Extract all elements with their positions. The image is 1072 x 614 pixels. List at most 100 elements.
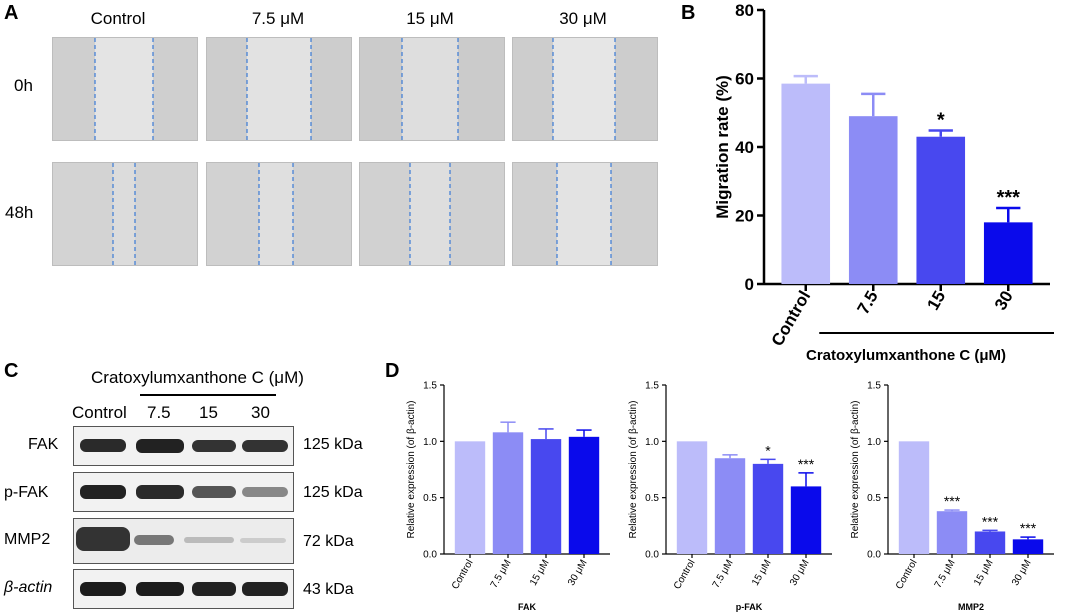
significance-label: *	[765, 442, 771, 458]
bar	[848, 116, 898, 284]
micrograph-15-48h	[359, 162, 505, 266]
y-tick-label: 20	[735, 206, 754, 225]
y-tick-label: 1.5	[867, 381, 881, 392]
significance-label: ***	[798, 456, 815, 472]
blot-beta-actin	[73, 569, 294, 609]
bar	[781, 83, 831, 284]
bar	[752, 463, 784, 554]
x-tick-label: 15 μM	[528, 558, 552, 588]
mmp2-expression-chart: 0.0 0.5 1.0 1.5 Relative expression (of β-ac…	[850, 381, 1054, 612]
blot-size-p-fak: 125 kDa	[303, 484, 363, 501]
panel-d-letter: D	[385, 360, 400, 382]
x-tick-label: 7.5 μM	[711, 558, 736, 590]
panel-c-letter: C	[4, 360, 19, 382]
x-tick-label: 30	[991, 288, 1017, 314]
western-treatment-label: Cratoxylumxanthone C (μM)	[91, 368, 304, 387]
blot-p-fak	[73, 472, 294, 512]
blot-size-fak: 125 kDa	[303, 436, 363, 453]
column-header-15: 15 μM	[406, 9, 454, 28]
x-tick-label: 30 μM	[788, 558, 812, 588]
x-tick-label: 7.5	[854, 288, 882, 318]
bar	[916, 136, 966, 284]
bar	[454, 441, 486, 554]
lane-label-15: 15	[199, 403, 218, 422]
x-tick-label: Control	[768, 288, 815, 350]
x-tick-label: 7.5 μM	[489, 558, 514, 590]
y-tick-label: 0.0	[867, 550, 881, 561]
y-tick-label: 40	[735, 138, 754, 157]
y-axis-label: Relative expression (of β-actin)	[850, 400, 861, 538]
p-fak-expression-chart: 0.0 0.5 1.0 1.5 Relative expression (of β-ac…	[628, 381, 832, 612]
blot-size-beta-actin: 43 kDa	[303, 581, 354, 598]
fak-expression-chart: 0.0 0.5 1.0 1.5 Relative expression (of β-ac…	[406, 381, 610, 612]
bar	[676, 441, 708, 554]
bar	[568, 436, 600, 554]
bar	[714, 458, 746, 554]
blot-label-fak: FAK	[28, 436, 59, 453]
x-axis-label: Cratoxylumxanthone C (μM)	[806, 347, 1006, 364]
significance-label: ***	[1020, 520, 1037, 536]
x-tick-label: Control	[894, 558, 920, 591]
y-tick-label: 0.5	[867, 493, 881, 504]
y-tick-label: 0.5	[423, 493, 437, 504]
bar	[790, 486, 822, 554]
bar	[492, 432, 524, 554]
significance-label: *	[937, 110, 945, 132]
bar	[936, 511, 968, 554]
bar	[898, 441, 930, 554]
bar	[974, 531, 1006, 554]
treatment-bracket-line	[140, 394, 276, 396]
y-tick-label: 0	[745, 275, 754, 294]
row-label-0h: 0h	[14, 76, 33, 95]
x-tick-label: 15 μM	[750, 558, 774, 588]
bar	[530, 439, 562, 554]
x-tick-label: Control	[672, 558, 698, 591]
blot-fak	[73, 426, 294, 466]
lane-label-control: Control	[72, 403, 127, 422]
x-tick-label: 15	[923, 288, 949, 314]
x-axis-label: MMP2	[958, 602, 984, 612]
y-tick-label: 0.0	[423, 550, 437, 561]
bar	[1012, 539, 1044, 554]
column-header-30: 30 μM	[559, 9, 607, 28]
migration-rate-chart: 0 20 40 60 80 Migration rate (%) Control 7.5 * 15…	[713, 1, 1054, 364]
y-tick-label: 1.0	[423, 437, 437, 448]
y-axis-label: Relative expression (of β-actin)	[406, 400, 417, 538]
x-tick-label: 7.5 μM	[933, 558, 958, 590]
panel-b-letter: B	[681, 2, 696, 24]
panel-a-letter: A	[4, 2, 19, 24]
y-tick-label: 0.0	[645, 550, 659, 561]
x-tick-label: 15 μM	[972, 558, 996, 588]
y-tick-label: 1.5	[423, 381, 437, 392]
x-axis-label: FAK	[518, 602, 537, 612]
x-axis-label: p-FAK	[736, 602, 763, 612]
micrograph-30-0h	[512, 37, 658, 141]
x-tick-label: 30 μM	[566, 558, 590, 588]
blot-label-beta-actin: β-actin	[4, 579, 53, 596]
significance-label: ***	[997, 187, 1021, 209]
y-tick-label: 60	[735, 69, 754, 88]
micrograph-7-5-48h	[206, 162, 352, 266]
bar	[983, 222, 1033, 284]
x-tick-label: 30 μM	[1010, 558, 1034, 588]
blot-label-p-fak: p-FAK	[4, 484, 49, 501]
lane-label-7-5: 7.5	[147, 403, 171, 422]
column-header-7-5: 7.5 μM	[251, 9, 305, 28]
y-tick-label: 1.0	[645, 437, 659, 448]
significance-label: ***	[982, 513, 999, 529]
x-tick-label: Control	[450, 558, 476, 591]
blot-label-mmp2: MMP2	[4, 531, 51, 548]
y-tick-label: 80	[735, 1, 754, 20]
micrograph-7-5-0h	[206, 37, 352, 141]
y-tick-label: 0.5	[645, 493, 659, 504]
y-axis-label: Migration rate (%)	[713, 75, 732, 219]
lane-label-30: 30	[251, 403, 270, 422]
blot-mmp2	[73, 518, 294, 564]
y-tick-label: 1.5	[645, 381, 659, 392]
significance-label: ***	[944, 493, 961, 509]
micrograph-control-0h	[52, 37, 198, 141]
blot-size-mmp2: 72 kDa	[303, 533, 354, 550]
column-header-control: Control	[90, 9, 146, 28]
y-axis-label: Relative expression (of β-actin)	[628, 400, 639, 538]
row-label-48h: 48h	[5, 203, 34, 222]
